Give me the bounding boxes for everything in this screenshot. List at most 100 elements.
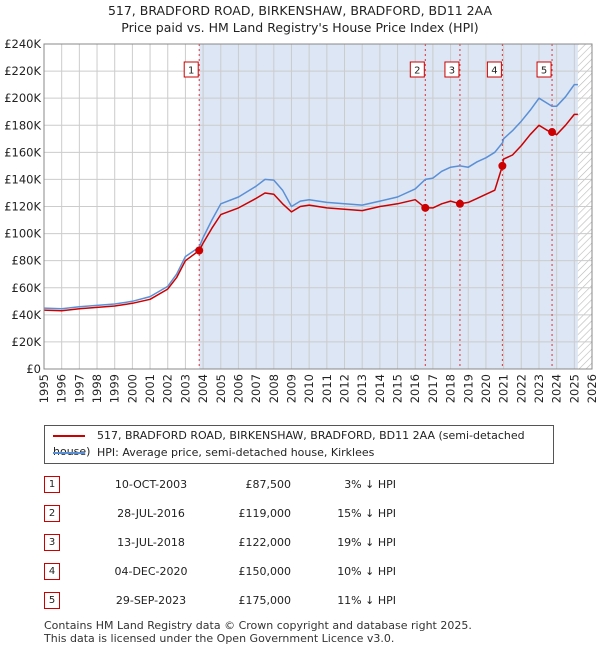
x-tick-label: 2009	[284, 374, 298, 403]
sale-box	[183, 61, 199, 78]
sale-badge: 5	[44, 592, 60, 609]
x-tick-label: 1999	[108, 374, 122, 403]
price-paid-line	[43, 113, 578, 312]
sale-hpi-diff: 10% ↓ HPI	[337, 565, 396, 578]
table-row: 5 29-SEP-2023 £175,000 11% ↓ HPI	[38, 586, 396, 615]
y-tick-label: £240K	[4, 37, 41, 51]
y-tick-label: £0	[26, 362, 41, 376]
legend-red-label: 517, BRADFORD ROAD, BIRKENSHAW, BRADFORD…	[53, 429, 525, 458]
x-tick-label: 2011	[320, 374, 334, 403]
legend-blue-swatch	[53, 452, 85, 454]
y-tick-label: £200K	[4, 91, 41, 105]
legend-blue-label: HPI: Average price, semi-detached house,…	[97, 446, 375, 459]
x-tick-label: 2005	[214, 374, 228, 403]
table-row: 4 04-DEC-2020 £150,000 10% ↓ HPI	[38, 557, 396, 586]
legend: 517, BRADFORD ROAD, BIRKENSHAW, BRADFORD…	[44, 425, 554, 464]
legend-item-red: 517, BRADFORD ROAD, BIRKENSHAW, BRADFORD…	[53, 428, 553, 458]
sale-price: £175,000	[238, 594, 292, 607]
sale-box-label: 4	[491, 66, 497, 77]
sale-date: 28-JUL-2016	[117, 507, 185, 520]
sale-price: £119,000	[238, 507, 292, 520]
sale-box	[536, 61, 552, 78]
x-tick-label: 2021	[497, 374, 511, 403]
x-tick-label: 2017	[426, 374, 440, 403]
plot-frame	[43, 43, 593, 370]
sale-box-label: 3	[449, 66, 455, 77]
x-tick-label: 2025	[567, 374, 581, 403]
sales-table: 1 10-OCT-2003 £87,500 3% ↓ HPI 2 28-JUL-…	[38, 470, 396, 615]
sale-box-label: 1	[188, 66, 194, 77]
y-tick-label: £120K	[4, 200, 41, 214]
x-tick-label: 2007	[249, 374, 263, 403]
x-tick-label: 1998	[90, 374, 104, 403]
footer-copyright: Contains HM Land Registry data © Crown c…	[44, 619, 472, 632]
x-tick-label: 1997	[72, 374, 86, 403]
x-tick-label: 2020	[479, 374, 493, 403]
footer-license: This data is licensed under the Open Gov…	[44, 632, 395, 645]
sale-box-label: 5	[541, 66, 547, 77]
sale-date: 10-OCT-2003	[114, 478, 188, 491]
legend-item-blue: HPI: Average price, semi-detached house,…	[53, 445, 374, 461]
x-tick-label: 2015	[391, 374, 405, 403]
x-tick-label: 2016	[408, 374, 422, 403]
hpi-line	[43, 83, 578, 310]
x-tick-label: 2002	[161, 374, 175, 403]
legend-red-swatch	[53, 435, 85, 437]
sale-point	[498, 161, 507, 170]
y-tick-label: £220K	[4, 64, 41, 78]
y-tick-label: £140K	[4, 172, 41, 186]
price-chart: 1 2 3 4 5 £0 £20K £40K £60K £80K £100K £120K £140K £…	[4, 37, 599, 403]
x-tick-label: 2010	[302, 374, 316, 403]
x-tick-label: 2026	[585, 374, 599, 403]
sale-point	[421, 203, 430, 212]
sale-hpi-diff: 19% ↓ HPI	[337, 536, 396, 549]
sale-box	[409, 61, 425, 78]
sale-date: 13-JUL-2018	[117, 536, 185, 549]
sale-price: £150,000	[238, 565, 292, 578]
sale-box-label: 2	[414, 66, 420, 77]
y-tick-label: £180K	[4, 118, 41, 132]
sale-hpi-diff: 11% ↓ HPI	[337, 594, 396, 607]
footer: Contains HM Land Registry data © Crown c…	[44, 619, 472, 645]
x-tick-label: 2013	[355, 374, 369, 403]
sale-date: 04-DEC-2020	[114, 565, 188, 578]
x-tick-label: 2000	[125, 374, 139, 403]
x-tick-label: 2024	[550, 374, 564, 403]
x-tick-label: 2006	[231, 374, 245, 403]
x-tick-label: 2001	[143, 374, 157, 403]
sale-hpi-diff: 3% ↓ HPI	[344, 478, 396, 491]
chart-subtitle: Price paid vs. HM Land Registry's House …	[121, 20, 479, 35]
y-tick-label: £100K	[4, 227, 41, 241]
y-tick-label: £20K	[12, 335, 42, 349]
x-tick-label: 2019	[461, 374, 475, 403]
x-tick-label: 2008	[267, 374, 281, 403]
x-tick-label: 2012	[338, 374, 352, 403]
x-tick-label: 2022	[514, 374, 528, 403]
table-row: 1 10-OCT-2003 £87,500 3% ↓ HPI	[38, 470, 396, 499]
sale-point	[455, 199, 464, 208]
table-row: 3 13-JUL-2018 £122,000 19% ↓ HPI	[38, 528, 396, 557]
sale-date: 29-SEP-2023	[115, 594, 187, 607]
sale-badge: 1	[44, 476, 60, 493]
sale-hpi-diff: 15% ↓ HPI	[337, 507, 396, 520]
y-tick-label: £80K	[12, 254, 42, 268]
sale-badge: 2	[44, 505, 60, 522]
y-tick-label: £60K	[12, 281, 42, 295]
sale-price: £122,000	[238, 536, 292, 549]
x-tick-label: 2003	[178, 374, 192, 403]
x-tick-label: 2014	[373, 374, 387, 403]
x-tick-label: 2004	[196, 374, 210, 403]
y-tick-label: £160K	[4, 145, 41, 159]
sale-box	[444, 61, 460, 78]
chart-title: 517, BRADFORD ROAD, BIRKENSHAW, BRADFORD…	[107, 3, 493, 18]
sale-box	[486, 61, 502, 78]
sale-badge: 3	[44, 534, 60, 551]
sale-point	[195, 246, 204, 255]
x-tick-label: 2018	[444, 374, 458, 403]
sale-point	[548, 128, 557, 137]
x-tick-label: 1996	[55, 374, 69, 403]
y-tick-label: £40K	[12, 308, 42, 322]
sale-badge: 4	[44, 563, 60, 580]
x-tick-label: 2023	[532, 374, 546, 403]
sale-price: £87,500	[245, 478, 292, 491]
